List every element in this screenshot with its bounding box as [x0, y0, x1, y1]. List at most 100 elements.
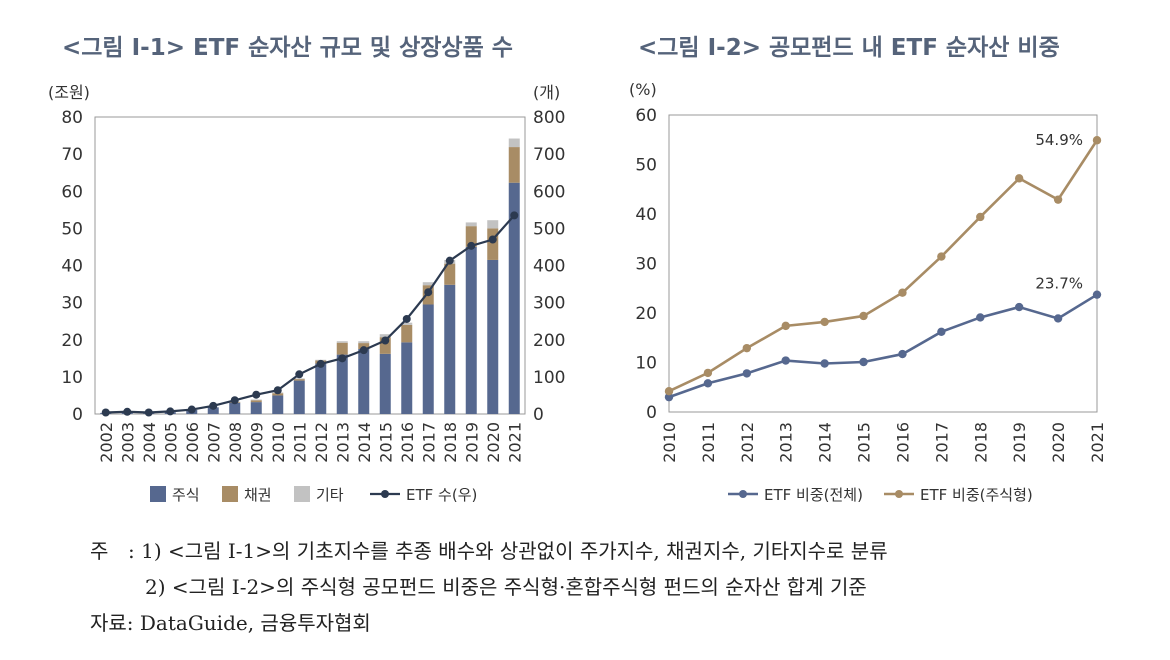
series-point — [1014, 174, 1024, 183]
bar-segment — [250, 400, 262, 403]
series-point — [976, 212, 985, 222]
etf-count-point — [273, 386, 282, 395]
footnote-1: 주 : 1) <그림 Ⅰ-1>의 기초지수를 추종 배수와 상관없이 주가지수, … — [90, 533, 888, 569]
etf-count-point — [316, 359, 325, 368]
series-point — [742, 369, 752, 378]
legend-marker — [895, 490, 903, 498]
legend-swatch — [222, 486, 238, 502]
bar-segment — [487, 228, 499, 260]
bar-segment — [272, 395, 284, 414]
x-tick-label: 2019 — [1010, 422, 1029, 463]
etf-count-point — [295, 370, 304, 379]
etf-count-point — [402, 314, 411, 323]
bar-segment — [487, 220, 499, 229]
bar-segment — [465, 246, 477, 414]
y-left-tick-label: 50 — [61, 219, 83, 239]
bar-segment — [422, 282, 434, 286]
series-point — [703, 368, 713, 378]
y-left-tick-label: 10 — [61, 368, 83, 388]
etf-count-point — [488, 235, 497, 244]
x-tick-label: 2008 — [226, 422, 245, 463]
series-point — [820, 317, 829, 327]
y-right-tick-label: 0 — [533, 405, 544, 425]
y-tick-label: 40 — [635, 205, 657, 225]
y-right-tick-label: 400 — [533, 257, 565, 277]
x-tick-label: 2010 — [660, 422, 679, 463]
bar-segment — [336, 354, 348, 414]
bar-segment — [508, 138, 520, 148]
etf-count-point — [359, 346, 368, 355]
series-point — [1053, 314, 1063, 323]
y-left-tick-label: 80 — [61, 108, 83, 128]
x-tick-label: 2016 — [398, 422, 417, 463]
series-point — [664, 387, 674, 396]
series-point — [1053, 195, 1063, 204]
bar-segment — [358, 349, 370, 414]
chart1-title: <그림 Ⅰ-1> ETF 순자산 규모 및 상장상품 수 — [62, 35, 513, 61]
etf-count-point — [510, 211, 519, 220]
x-tick-label: 2021 — [505, 422, 524, 463]
etf-count-point — [445, 256, 454, 265]
x-tick-label: 2011 — [290, 422, 309, 463]
series-point — [703, 379, 713, 388]
legend-label: ETF 수(우) — [406, 486, 477, 504]
series-point — [781, 321, 790, 331]
series-point — [1014, 302, 1024, 312]
series-point — [1092, 290, 1102, 299]
y-right-tick-label: 700 — [533, 145, 565, 165]
legend-marker — [381, 490, 389, 498]
series-point — [781, 356, 790, 365]
x-tick-label: 2016 — [893, 422, 912, 463]
series-point — [937, 252, 946, 261]
y-left-tick-label: 70 — [61, 145, 83, 165]
bar-segment — [293, 378, 305, 380]
y-right-unit-label: (개) — [533, 83, 560, 102]
bar-segment — [250, 399, 262, 401]
y-tick-label: 60 — [635, 106, 657, 126]
footnote-1-text: : 1) <그림 Ⅰ-1>의 기초지수를 추종 배수와 상관없이 주가지수, 채… — [128, 539, 888, 563]
series-point — [664, 392, 674, 402]
legend-label: 채권 — [244, 486, 272, 504]
x-tick-label: 2019 — [462, 422, 481, 463]
bar-segment — [444, 263, 456, 285]
x-tick-label: 2018 — [441, 422, 460, 463]
etf-count-point — [101, 408, 110, 417]
y-unit-label: (%) — [629, 80, 657, 99]
legend-label: ETF 비중(주식형) — [920, 486, 1033, 504]
etf-count-point — [381, 336, 390, 345]
etf-count-point — [209, 401, 218, 410]
bar-segment — [444, 284, 456, 414]
legend-swatch — [294, 486, 310, 502]
legend-swatch — [150, 486, 166, 502]
bar-segment — [508, 147, 520, 183]
x-tick-label: 2017 — [932, 422, 951, 463]
series-point — [976, 313, 985, 322]
y-left-unit-label: (조원) — [48, 83, 90, 102]
footnotes: 주 : 1) <그림 Ⅰ-1>의 기초지수를 추종 배수와 상관없이 주가지수, … — [90, 533, 888, 641]
bar-segment — [401, 322, 413, 325]
bar-segment — [229, 402, 241, 414]
y-tick-label: 10 — [635, 354, 657, 374]
x-tick-label: 2003 — [118, 422, 137, 463]
footnote-label: 주 — [90, 539, 109, 563]
x-tick-label: 2012 — [312, 422, 331, 463]
series-point — [742, 343, 752, 353]
bar-segment — [293, 380, 305, 414]
series-point — [820, 359, 829, 368]
legend-label: 기타 — [316, 486, 344, 504]
series-point — [859, 357, 868, 367]
x-tick-label: 2011 — [699, 422, 718, 463]
x-tick-label: 2021 — [1088, 422, 1107, 463]
etf-count-point — [166, 407, 175, 416]
bar-segment — [401, 342, 413, 414]
series-point — [1092, 136, 1102, 145]
bar-segment — [358, 341, 370, 344]
x-tick-label: 2010 — [269, 422, 288, 463]
source-note: 자료: DataGuide, 금융투자협회 — [90, 611, 371, 635]
etf-count-point — [144, 408, 153, 417]
x-tick-label: 2009 — [247, 422, 266, 463]
legend-label: 주식 — [172, 486, 200, 504]
y-right-tick-label: 500 — [533, 219, 565, 239]
etf-count-point — [187, 405, 196, 414]
y-tick-label: 20 — [635, 304, 657, 324]
